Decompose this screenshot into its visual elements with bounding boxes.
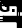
Line: FEC3%  COMPARATIVE EXAMPLE 2: FEC3% COMPARATIVE EXAMPLE 2 [0, 0, 22, 17]
Line: SA3%  COMPARATIVE EXAMPLE 1: SA3% COMPARATIVE EXAMPLE 1 [0, 1, 22, 15]
VC1%-FEC3%  COMPARATIVE EXAMPLE 6 [15, 5, 16, 6]
VC3%  COMPARATIVE EXAMPLE 5 [15, 6, 16, 7]
Line: VC3%  COMPARATIVE EXAMPLE 5: VC3% COMPARATIVE EXAMPLE 5 [0, 0, 22, 13]
Legend: SA3%  COMPARATIVE EXAMPLE 1, FEC3%  COMPARATIVE EXAMPLE 2, VC3%  COMPARATIVE EXA: SA3% COMPARATIVE EXAMPLE 1, FEC3% COMPAR… [0, 21, 17, 28]
Line: VC1%-FEC3%  COMPARATIVE EXAMPLE 6: VC1%-FEC3% COMPARATIVE EXAMPLE 6 [0, 16, 22, 24]
Line: VC3%  COMPARATIVE EXAMPLE 5: VC3% COMPARATIVE EXAMPLE 5 [0, 16, 22, 27]
Text: FIG. 2b: FIG. 2b [0, 0, 22, 15]
Line: VC1%-FEC3%  COMPARATIVE EXAMPLE 6: VC1%-FEC3% COMPARATIVE EXAMPLE 6 [0, 0, 22, 9]
Line: SA1%-FEC3%   EXAMPLE 3: SA1%-FEC3% EXAMPLE 3 [0, 0, 22, 11]
Line: SA1%-FEC3%   EXAMPLE 3: SA1%-FEC3% EXAMPLE 3 [0, 14, 22, 25]
Line: SA3%  COMPARATIVE EXAMPLE 1: SA3% COMPARATIVE EXAMPLE 1 [0, 16, 22, 27]
Legend: SA3%  COMPARATIVE EXAMPLE 1, FEC3%  COMPARATIVE EXAMPLE 2, VC3%  COMPARATIVE EXA: SA3% COMPARATIVE EXAMPLE 1, FEC3% COMPAR… [0, 6, 17, 28]
FEC3%  COMPARATIVE EXAMPLE 2 [15, 23, 16, 24]
VC1%-FEC3%  COMPARATIVE EXAMPLE 6 [15, 20, 16, 21]
Line: FEC3%  COMPARATIVE EXAMPLE 2: FEC3% COMPARATIVE EXAMPLE 2 [0, 16, 22, 28]
FEC3%  COMPARATIVE EXAMPLE 2 [15, 9, 16, 10]
